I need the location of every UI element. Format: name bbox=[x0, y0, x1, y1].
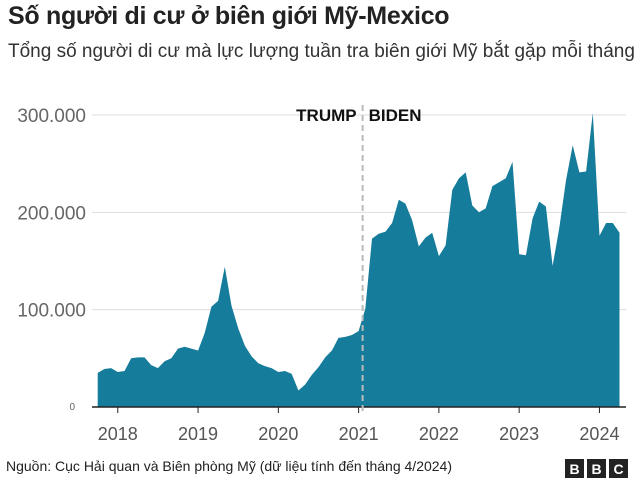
x-tick-label: 2021 bbox=[339, 424, 379, 444]
y-tick-label: 300.000 bbox=[17, 106, 86, 127]
x-tick-label: 2019 bbox=[178, 424, 218, 444]
y-tick-label: 200.000 bbox=[17, 203, 86, 224]
biden-label: BIDEN bbox=[369, 106, 422, 125]
source-note: Nguồn: Cục Hải quan và Biên phòng Mỹ (dữ… bbox=[6, 458, 452, 474]
x-tick-label: 2023 bbox=[499, 424, 539, 444]
y-tick-label: 100.000 bbox=[17, 301, 86, 322]
x-tick-label: 2022 bbox=[419, 424, 459, 444]
chart-subtitle: Tổng số người di cư mà lực lượng tuần tr… bbox=[8, 41, 635, 62]
x-tick-label: 2024 bbox=[579, 424, 619, 444]
trump-label: TRUMP bbox=[296, 106, 356, 125]
x-tick-label: 2020 bbox=[258, 424, 298, 444]
x-tick-label: 2018 bbox=[98, 424, 138, 444]
area-series bbox=[97, 113, 620, 407]
chart-title: Số người di cư ở biên giới Mỹ-Mexico bbox=[8, 2, 450, 30]
y-tick-label: 0 bbox=[69, 402, 75, 413]
area-chart: 0 100.000 200.000 300.000 2018 2019 2020 2021 20… bbox=[17, 105, 626, 444]
